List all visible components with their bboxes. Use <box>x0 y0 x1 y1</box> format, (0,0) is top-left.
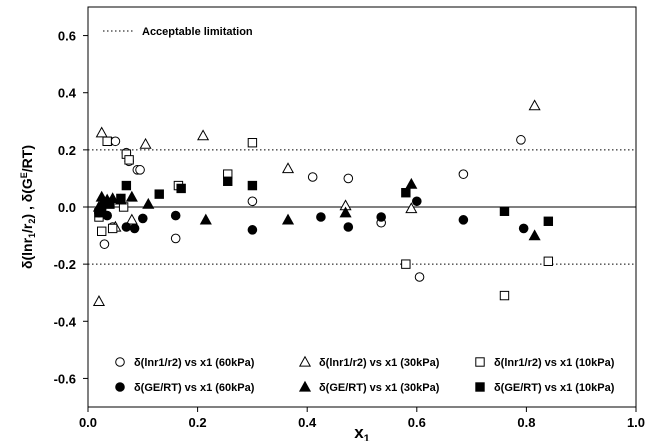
legend: δ(lnr1/r2) vs x1 (60kPa) δ(lnr1/r2) vs x1… <box>115 355 615 394</box>
open-circle-point <box>110 136 121 147</box>
open-square-point <box>124 155 134 165</box>
open-square-point <box>499 290 510 301</box>
open-circle-point <box>516 135 526 145</box>
open-square-point <box>401 259 411 269</box>
filled-square-point <box>105 199 115 209</box>
open-square-point <box>97 226 107 236</box>
filled-circle-point <box>138 213 148 224</box>
filled-circle-point <box>121 222 132 232</box>
filled-triangle-point <box>405 177 418 189</box>
legend-open-circle-icon <box>115 357 125 367</box>
open-circle-point <box>343 173 354 184</box>
y-tick-label: 0.0 <box>58 200 76 215</box>
filled-square-point <box>154 189 164 199</box>
y-tick-label: -0.6 <box>54 371 76 386</box>
y-axis-label: δ(lnr1/r2) , δ(GE/RT) <box>19 145 37 269</box>
legend-entry-label: δ(lnr1/r2) vs x1 (30kPa) <box>319 357 440 369</box>
open-circle-point <box>247 196 258 207</box>
open-square-point <box>247 138 258 148</box>
open-circle-point <box>135 165 145 175</box>
legend-entry-label: δ(lnr1/r2) vs x1 (60kPa) <box>134 357 255 369</box>
legend-entry-label: δ(GE/RT) vs x1 (10kPa) <box>494 382 615 394</box>
filled-triangle-point <box>528 229 541 241</box>
open-triangle-point <box>281 162 295 174</box>
open-circle-point <box>414 272 425 282</box>
x-axis-ticks: 0.0 0.2 0.4 0.6 0.8 1.0 <box>79 407 645 430</box>
x-tick-label: 0.8 <box>517 415 535 430</box>
open-circle-point <box>99 239 110 249</box>
filled-square-point <box>223 176 233 186</box>
open-triangle-point <box>92 295 106 306</box>
filled-square-point <box>543 216 554 226</box>
open-circle-point <box>307 172 318 182</box>
data-markers <box>92 99 554 306</box>
y-tick-label: 0.4 <box>58 86 77 101</box>
filled-square-point <box>116 193 126 204</box>
filled-circle-point <box>129 223 140 234</box>
x-tick-label: 0.4 <box>298 415 317 430</box>
top-legend: Acceptable limitation <box>103 26 253 38</box>
plot-area <box>87 6 637 408</box>
legend-filled-square-icon <box>475 382 485 392</box>
filled-circle-point <box>518 223 529 234</box>
y-tick-label: -0.4 <box>54 314 77 329</box>
filled-circle-point <box>170 210 181 221</box>
filled-triangle-point <box>142 197 155 209</box>
y-tick-label: 0.6 <box>58 29 76 44</box>
x-tick-label: 1.0 <box>627 415 645 430</box>
open-triangle-point <box>139 137 152 149</box>
filled-circle-point <box>343 222 354 232</box>
filled-square-point <box>499 206 510 216</box>
top-legend-label: Acceptable limitation <box>142 26 253 38</box>
legend-open-square-icon <box>475 357 485 367</box>
filled-circle-point <box>412 196 422 207</box>
open-triangle-point <box>95 126 108 138</box>
open-square-point <box>107 223 118 234</box>
open-circle-point <box>170 233 181 244</box>
open-triangle-point <box>528 99 541 111</box>
filled-triangle-point <box>281 213 295 225</box>
filled-square-point <box>401 188 411 198</box>
legend-entry-label: δ(GE/RT) vs x1 (60kPa) <box>134 382 255 394</box>
y-axis-ticks: 0.6 0.4 0.2 0.0 -0.2 -0.4 -0.6 <box>54 29 88 386</box>
filled-square-point <box>121 180 132 191</box>
open-triangle-point <box>125 213 138 225</box>
legend-filled-triangle-icon <box>298 380 312 392</box>
filled-triangle-point <box>199 213 212 225</box>
y-tick-label: -0.2 <box>54 257 76 272</box>
legend-entry-label: δ(GE/RT) vs x1 (30kPa) <box>319 382 440 394</box>
filled-square-point <box>176 183 186 194</box>
open-triangle-point <box>405 202 418 214</box>
open-square-point <box>543 256 554 266</box>
filled-circle-point <box>376 212 386 222</box>
filled-triangle-point <box>339 206 352 218</box>
legend-open-triangle-icon <box>298 355 312 367</box>
open-triangle-point <box>197 129 210 141</box>
y-tick-label: 0.2 <box>58 143 76 158</box>
x-tick-label: 0.6 <box>408 415 426 430</box>
legend-filled-circle-icon <box>115 382 125 392</box>
open-circle-point <box>458 169 469 179</box>
filled-circle-point <box>247 225 258 235</box>
x-tick-label: 0.2 <box>189 415 207 430</box>
x-axis-label: x1 <box>354 423 370 441</box>
legend-entry-label: δ(lnr1/r2) vs x1 (10kPa) <box>494 357 615 369</box>
open-square-point <box>102 136 112 146</box>
filled-circle-point <box>458 215 469 225</box>
filled-circle-point <box>316 212 326 222</box>
filled-triangle-point <box>125 190 138 202</box>
filled-square-point <box>247 180 258 191</box>
x-tick-label: 0.0 <box>79 415 97 430</box>
